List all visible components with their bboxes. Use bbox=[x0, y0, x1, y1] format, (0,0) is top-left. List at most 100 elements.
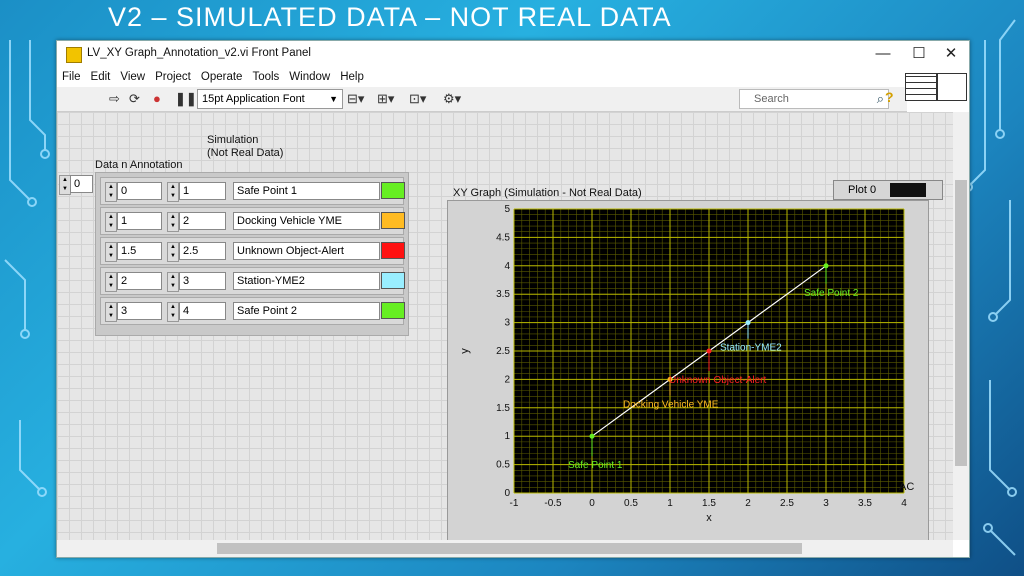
pause-icon[interactable]: ❚❚ bbox=[175, 91, 197, 106]
array-index-control[interactable]: ▲ ▼ 0 bbox=[59, 175, 93, 195]
y-tick-label: 3.5 bbox=[496, 289, 510, 300]
data-point[interactable] bbox=[706, 348, 712, 354]
annotation-text-input[interactable]: Station-YME2 bbox=[233, 272, 380, 290]
y-tick-label: 2 bbox=[504, 374, 510, 385]
y-tick-label: 5 bbox=[504, 204, 510, 215]
menu-project[interactable]: Project bbox=[155, 71, 191, 83]
data-point[interactable] bbox=[823, 263, 829, 269]
y-spinner[interactable]: ▲ ▼ bbox=[167, 212, 179, 232]
x-tick-label: 2.5 bbox=[780, 498, 794, 509]
x-tick-label: 4 bbox=[901, 498, 907, 509]
y-value-input[interactable]: 2 bbox=[179, 212, 226, 230]
y-axis-label: y bbox=[459, 348, 471, 354]
x-tick-label: 0.5 bbox=[624, 498, 638, 509]
reorder-icon[interactable]: ⚙▾ bbox=[443, 91, 462, 106]
y-spinner[interactable]: ▲ ▼ bbox=[167, 272, 179, 292]
menu-edit[interactable]: Edit bbox=[90, 71, 111, 83]
annotation-color-box[interactable] bbox=[381, 272, 405, 289]
x-value-input[interactable]: 0 bbox=[117, 182, 162, 200]
vertical-scrollbar[interactable] bbox=[953, 112, 969, 540]
y-value-input[interactable]: 1 bbox=[179, 182, 226, 200]
array-label: Data n Annotation bbox=[95, 159, 183, 171]
menu-help[interactable]: Help bbox=[340, 71, 364, 83]
plot-legend[interactable]: Plot 0 bbox=[833, 180, 943, 200]
close-button[interactable]: ✕ bbox=[944, 45, 958, 62]
y-value-input[interactable]: 2.5 bbox=[179, 242, 226, 260]
menu-bar: File Edit View Project Operate Tools Window Hel… bbox=[57, 67, 969, 87]
annotation-color-box[interactable] bbox=[381, 182, 405, 199]
vi-icon[interactable] bbox=[937, 73, 967, 101]
vertical-scroll-thumb[interactable] bbox=[955, 180, 967, 466]
y-spinner[interactable]: ▲ ▼ bbox=[167, 242, 179, 262]
abort-icon[interactable]: ● bbox=[153, 91, 161, 106]
x-tick-label: 1.5 bbox=[702, 498, 716, 509]
legend-swatch[interactable] bbox=[890, 183, 926, 197]
data-point[interactable] bbox=[667, 376, 673, 382]
font-select[interactable]: 15pt Application Font ▼ bbox=[197, 89, 343, 109]
annotation-label: Safe Point 1 bbox=[568, 460, 623, 471]
labview-icon bbox=[66, 47, 82, 63]
minimize-button[interactable]: — bbox=[875, 45, 891, 62]
front-panel: Simulation (Not Real Data) Data n Annota… bbox=[57, 112, 953, 540]
x-spinner[interactable]: ▲ ▼ bbox=[105, 182, 117, 202]
font-select-value: 15pt Application Font bbox=[202, 93, 305, 105]
annotation-text-input[interactable]: Safe Point 2 bbox=[233, 302, 380, 320]
annotation-color-box[interactable] bbox=[381, 302, 405, 319]
menu-window[interactable]: Window bbox=[289, 71, 331, 83]
annotation-label: Docking Vehicle YME bbox=[623, 399, 719, 410]
y-tick-label: 4 bbox=[504, 261, 510, 272]
menu-operate[interactable]: Operate bbox=[200, 71, 243, 83]
array-index-value[interactable]: 0 bbox=[70, 175, 93, 193]
run-arrow-icon[interactable]: ⇨ bbox=[109, 91, 120, 106]
search-input[interactable]: Search ⌕ bbox=[739, 89, 889, 109]
corner-initials: AC bbox=[899, 481, 915, 493]
y-value-input[interactable]: 4 bbox=[179, 302, 226, 320]
x-value-input[interactable]: 1 bbox=[117, 212, 162, 230]
horizontal-scroll-thumb[interactable] bbox=[217, 543, 802, 554]
resize-objects-icon[interactable]: ⊡▾ bbox=[409, 91, 427, 106]
x-axis-label: x bbox=[706, 512, 712, 524]
connector-pane-icon[interactable] bbox=[905, 73, 937, 101]
distribute-objects-icon[interactable]: ⊞▾ bbox=[377, 91, 395, 106]
data-point[interactable] bbox=[589, 433, 595, 439]
annotation-label: Safe Point 2 bbox=[804, 288, 859, 299]
annotation-row: ▲ ▼ 1.5 ▲ ▼ 2.5 Unknown Object-Alert bbox=[100, 237, 405, 265]
xy-graph-plot[interactable]: -1 -0.5 0 0.5 1 1.5 2 2.5 3 3.5 4 0 0.5 1 1.5 2 2.5 3 3.5 4… bbox=[448, 201, 928, 540]
menu-view[interactable]: View bbox=[120, 71, 146, 83]
maximize-button[interactable]: ☐ bbox=[912, 45, 926, 62]
run-continuously-icon[interactable]: ⟳ bbox=[129, 91, 140, 106]
annotation-label: Station-YME2 bbox=[720, 343, 782, 354]
x-value-input[interactable]: 2 bbox=[117, 272, 162, 290]
y-value-input[interactable]: 3 bbox=[179, 272, 226, 290]
search-icon[interactable]: ⌕ bbox=[876, 91, 884, 106]
x-tick-label: 1 bbox=[667, 498, 673, 509]
x-value-input[interactable]: 1.5 bbox=[117, 242, 162, 260]
x-spinner[interactable]: ▲ ▼ bbox=[105, 272, 117, 292]
menu-file[interactable]: File bbox=[62, 71, 81, 83]
y-spinner[interactable]: ▲ ▼ bbox=[167, 302, 179, 322]
annotation-text-input[interactable]: Safe Point 1 bbox=[233, 182, 380, 200]
y-spinner[interactable]: ▲ ▼ bbox=[167, 182, 179, 202]
annotation-row: ▲ ▼ 3 ▲ ▼ 4 Safe Point 2 bbox=[100, 297, 405, 325]
annotation-color-box[interactable] bbox=[381, 242, 405, 259]
x-tick-label: 0 bbox=[589, 498, 595, 509]
x-tick-label: -0.5 bbox=[544, 498, 562, 509]
annotation-text-input[interactable]: Unknown Object-Alert bbox=[233, 242, 380, 260]
align-objects-icon[interactable]: ⊟▾ bbox=[347, 91, 365, 106]
window-title: LV_XY Graph_Annotation_v2.vi Front Panel bbox=[87, 47, 311, 59]
legend-label: Plot 0 bbox=[848, 184, 877, 196]
help-icon[interactable]: ? bbox=[885, 89, 894, 105]
x-spinner[interactable]: ▲ ▼ bbox=[105, 242, 117, 262]
chevron-down-icon: ▼ bbox=[329, 94, 338, 104]
menu-tools[interactable]: Tools bbox=[252, 71, 280, 83]
data-point[interactable] bbox=[745, 320, 751, 326]
annotation-label: Unknown Object-Alert bbox=[669, 375, 766, 386]
y-tick-label: 2.5 bbox=[496, 346, 510, 357]
horizontal-scrollbar[interactable] bbox=[57, 540, 953, 557]
x-value-input[interactable]: 3 bbox=[117, 302, 162, 320]
x-spinner[interactable]: ▲ ▼ bbox=[105, 212, 117, 232]
y-tick-label: 0.5 bbox=[496, 460, 510, 471]
annotation-color-box[interactable] bbox=[381, 212, 405, 229]
x-spinner[interactable]: ▲ ▼ bbox=[105, 302, 117, 322]
annotation-text-input[interactable]: Docking Vehicle YME bbox=[233, 212, 380, 230]
